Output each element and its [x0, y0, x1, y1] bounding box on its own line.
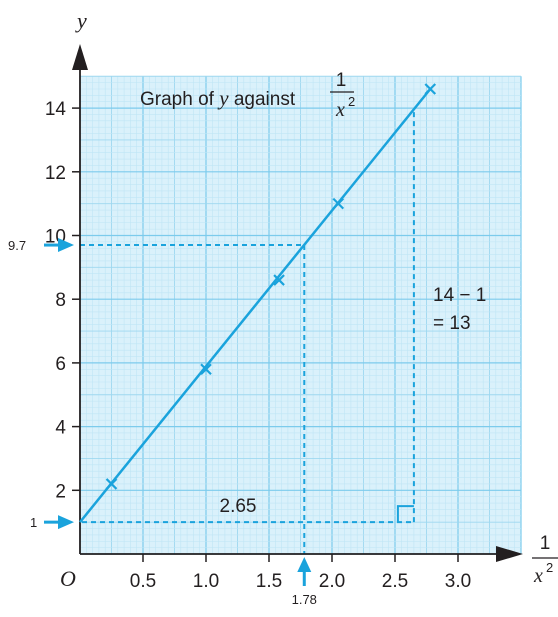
x-tick-label: 2.5 — [382, 571, 408, 592]
reading-lines — [80, 108, 415, 554]
title-prefix: Graph of y against — [140, 86, 296, 110]
annotations: 9.7 1 1.78 2.65 14 − 1 = 13 — [8, 238, 486, 607]
x-tick-label: 1.5 — [256, 571, 282, 592]
data-point — [332, 197, 345, 210]
axes — [72, 44, 523, 562]
data-point-stroke — [424, 83, 437, 95]
best-fit-line — [79, 88, 432, 523]
chart-title: Graph of y against 1 x 2 — [140, 70, 355, 121]
arrow-9-7-head — [58, 238, 74, 253]
data-point-stroke — [273, 274, 285, 286]
rise-label-line2: = 13 — [433, 313, 471, 334]
x-tick-label: 2.0 — [319, 571, 345, 592]
x-axis-arrow — [496, 546, 523, 562]
data-point — [424, 83, 437, 95]
title-frac-num: 1 — [336, 70, 347, 91]
y-tick-label: 8 — [55, 290, 66, 311]
y-tick-label: 2 — [55, 481, 66, 502]
series — [79, 83, 437, 523]
right-angle-marker — [396, 505, 414, 523]
title-frac-exp: 2 — [348, 94, 355, 109]
y-tick-label: 14 — [45, 99, 67, 120]
y-axis-label: y — [75, 8, 87, 33]
y-tick-label: 4 — [55, 418, 66, 439]
label-9-7: 9.7 — [8, 238, 26, 253]
run-label: 2.65 — [220, 496, 257, 517]
y-tick-label: 12 — [45, 163, 66, 184]
arrow-intercept-head — [58, 515, 74, 530]
data-point — [105, 478, 118, 490]
rise-label-line1: 14 − 1 — [433, 285, 486, 306]
origin-label: O — [60, 566, 76, 591]
x-axis-label: 1 x 2 — [532, 533, 558, 587]
label-1-78: 1.78 — [292, 592, 317, 607]
x-label-den: x — [533, 565, 543, 587]
x-label-num: 1 — [540, 533, 551, 554]
y-tick-label: 6 — [55, 354, 66, 375]
x-tick-label: 3.0 — [445, 571, 471, 592]
x-tick-label: 0.5 — [130, 571, 156, 592]
x-tick-label: 1.0 — [193, 571, 219, 592]
data-point — [200, 363, 212, 376]
title-frac-den: x — [335, 99, 345, 121]
data-point-stroke — [332, 197, 345, 210]
label-intercept: 1 — [30, 515, 37, 530]
x-label-exp: 2 — [546, 560, 553, 575]
arrow-1-78-head — [297, 557, 312, 572]
y-axis-arrow — [72, 44, 88, 70]
data-point-stroke — [105, 478, 118, 490]
data-point — [273, 274, 285, 286]
data-point-stroke — [200, 363, 212, 376]
